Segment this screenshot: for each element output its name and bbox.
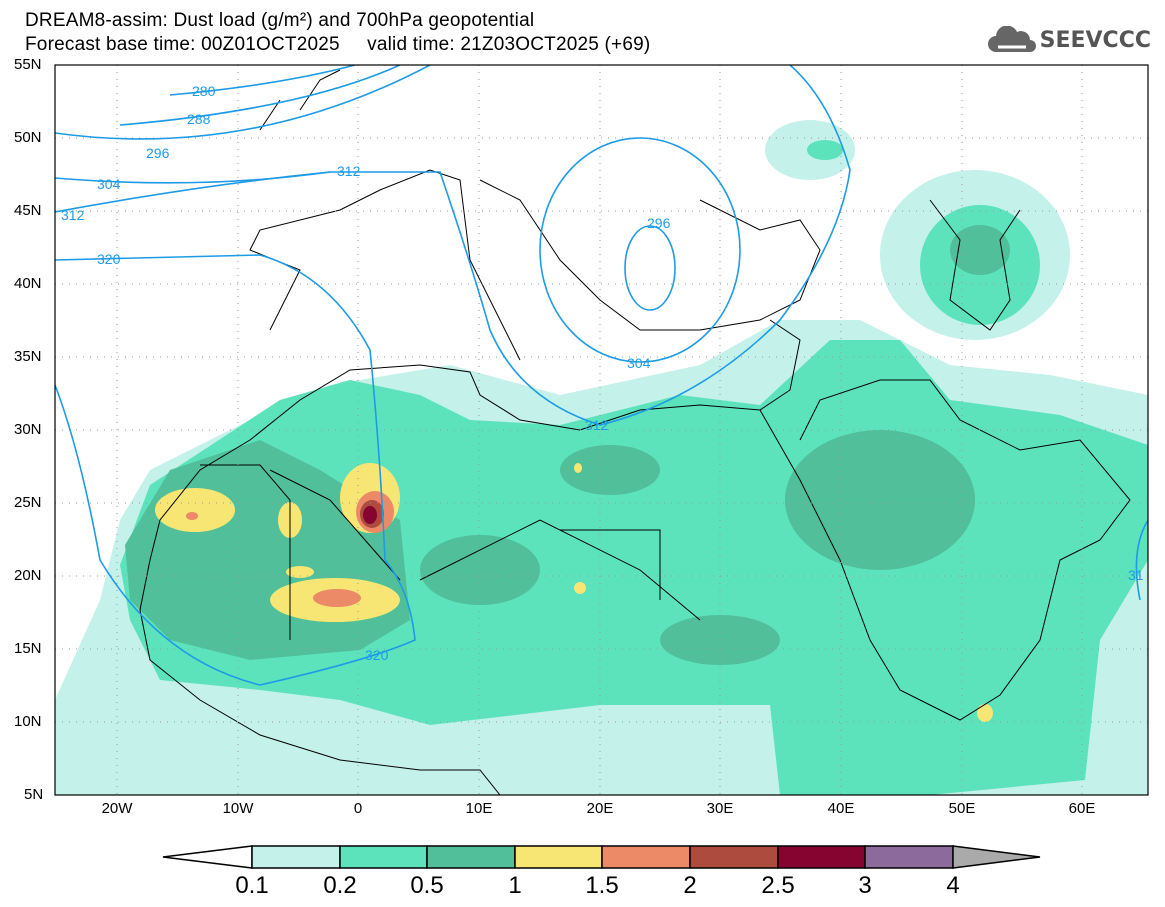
lat-label: 25N: [14, 494, 42, 511]
logo-text: SEEVCCC: [1039, 27, 1151, 53]
contour-label: 320: [365, 647, 389, 663]
geopotential-contours: [55, 65, 1148, 686]
forecast-time: Forecast base time: 00Z01OCT2025 valid t…: [25, 34, 651, 55]
colorbar-tick: 1: [508, 872, 522, 899]
contour-label: 320: [97, 251, 121, 267]
contour-labels: 280 288 296 304 312 320 296 304 312 320 …: [61, 83, 1144, 663]
dust-level-2.5: [363, 506, 377, 524]
lon-label: 20E: [586, 800, 614, 817]
map-frame: [54, 64, 1149, 796]
lon-label: 30E: [706, 800, 734, 817]
contour-label: 296: [146, 145, 170, 161]
coastlines: [139, 69, 1131, 795]
colorbar-bin: [777, 845, 866, 869]
contour-label: 304: [627, 355, 651, 371]
colorbar-tick: 0.1: [235, 872, 269, 899]
contour-label: 296: [647, 215, 671, 231]
contour-label: 312: [585, 417, 609, 433]
colorbar-tick: 4: [946, 872, 960, 899]
lat-label: 30N: [14, 421, 42, 438]
lat-label: 55N: [14, 56, 42, 73]
colorbar-bin: [601, 845, 691, 869]
contour-label: 304: [97, 176, 121, 192]
colorbar-bin: [864, 845, 954, 869]
colorbar-under: [162, 845, 253, 869]
lat-label: 5N: [24, 786, 44, 803]
colorbar-bin: [339, 845, 428, 869]
lat-label: 50N: [14, 129, 42, 146]
lat-label: 10N: [14, 713, 42, 730]
colorbar-tick: 0.2: [323, 872, 357, 899]
lat-label: 20N: [14, 567, 42, 584]
lon-label: 0: [353, 800, 363, 817]
contour-label: 31: [1128, 567, 1144, 583]
contour-label: 312: [61, 207, 85, 223]
colorbar-tick: 3: [858, 872, 872, 899]
lat-label: 35N: [14, 348, 42, 365]
colorbar-bin: [514, 845, 603, 869]
lon-label: 10E: [465, 800, 493, 817]
lat-label: 15N: [14, 640, 42, 657]
colorbar-tick: 1.5: [585, 872, 619, 899]
contour-label: 280: [192, 83, 216, 99]
colorbar-bin: [251, 845, 341, 869]
colorbar: [162, 845, 1041, 869]
lon-label: 40E: [827, 800, 855, 817]
colorbar-bin: [689, 845, 779, 869]
lat-label: 40N: [14, 275, 42, 292]
map-title: DREAM8-assim: Dust load (g/m²) and 700hP…: [25, 10, 535, 31]
cloud-icon: [987, 26, 1036, 52]
seevccc-logo: SEEVCCC: [987, 26, 1151, 54]
colorbar-tick: 2.5: [761, 872, 795, 899]
lon-label: 50E: [948, 800, 976, 817]
contour-label: 312: [337, 163, 361, 179]
colorbar-bin: [426, 845, 516, 869]
lon-label: 20W: [101, 800, 133, 817]
colorbar-tick: 2: [683, 872, 697, 899]
lat-label: 45N: [14, 202, 42, 219]
colorbar-tick: 0.5: [410, 872, 444, 899]
graticule: [55, 65, 1148, 795]
colorbar-over: [952, 845, 1041, 869]
contour-label: 288: [187, 111, 211, 127]
lon-label: 10W: [222, 800, 254, 817]
lon-label: 60E: [1068, 800, 1096, 817]
